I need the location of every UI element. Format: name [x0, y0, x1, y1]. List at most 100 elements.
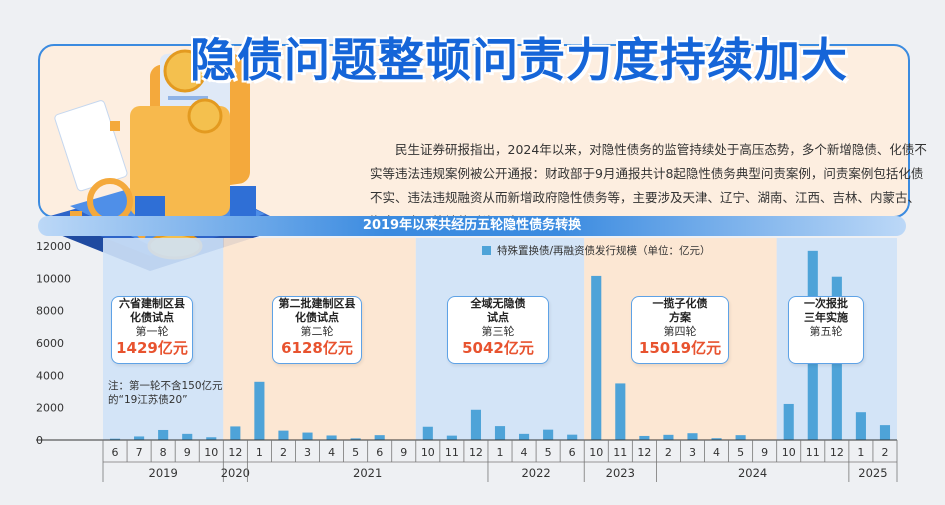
bar — [422, 426, 433, 440]
bar — [470, 409, 481, 440]
round-card-4: 一揽子化债 方案 第四轮 15019亿元 — [631, 296, 729, 364]
bar — [278, 430, 289, 440]
bar — [735, 435, 746, 440]
round-card-round: 第二轮 — [300, 325, 334, 338]
x-tick-label: 6 — [112, 446, 119, 459]
bar — [230, 426, 241, 440]
y-tick-label: 10000 — [36, 272, 71, 285]
y-tick-label: 2000 — [36, 402, 64, 415]
x-tick-label: 12 — [228, 446, 242, 459]
year-label: 2021 — [353, 466, 382, 480]
round-card-title: 一揽子化债 方案 — [652, 297, 708, 324]
bar — [158, 429, 169, 440]
bar — [254, 381, 265, 440]
x-tick-label: 5 — [737, 446, 744, 459]
bar — [639, 435, 650, 440]
round-card-title: 全域无隐债 试点 — [470, 297, 526, 324]
x-tick-label: 6 — [569, 446, 576, 459]
round-card-round: 第四轮 — [663, 325, 697, 338]
year-label: 2024 — [738, 466, 767, 480]
round-card-title: 六省建制区县 化债试点 — [119, 297, 185, 324]
x-tick-label: 10 — [782, 446, 796, 459]
bar — [519, 433, 530, 440]
x-tick-label: 5 — [545, 446, 552, 459]
bar — [326, 435, 337, 440]
round-card-amount: 1429亿元 — [116, 339, 188, 357]
x-tick-label: 3 — [689, 446, 696, 459]
bar — [446, 435, 457, 440]
chart-title: 2019年以来共经历五轮隐性债务转换 — [362, 218, 582, 233]
bar — [543, 429, 554, 440]
year-label: 2019 — [149, 466, 178, 480]
x-tick-label: 4 — [328, 446, 335, 459]
bar — [663, 434, 674, 440]
round-card-title: 一次报批 三年实施 — [804, 297, 848, 324]
round-card-round: 第五轮 — [809, 325, 843, 338]
round-card-title: 第二批建制区县 化债试点 — [278, 297, 356, 324]
y-tick-label: 8000 — [36, 305, 64, 318]
year-label: 2023 — [606, 466, 635, 480]
legend: 特殊置换债/再融资债发行规模（单位：亿元） — [482, 243, 711, 258]
x-tick-label: 4 — [521, 446, 528, 459]
bar — [879, 425, 891, 440]
x-tick-label: 12 — [830, 446, 844, 459]
x-tick-label: 6 — [376, 446, 383, 459]
page-title: 隐债问题整顿问责力度持续加大 — [190, 33, 848, 87]
legend-swatch — [482, 246, 491, 255]
x-tick-label: 11 — [613, 446, 627, 459]
x-tick-label: 9 — [184, 446, 191, 459]
x-tick-label: 1 — [497, 446, 504, 459]
y-tick-label: 4000 — [36, 369, 64, 382]
year-label: 2025 — [858, 466, 887, 480]
x-tick-label: 11 — [445, 446, 459, 459]
x-tick-label: 2 — [881, 446, 888, 459]
x-tick-label: 12 — [469, 446, 483, 459]
round-card-3: 全域无隐债 试点 第三轮 5042亿元 — [447, 296, 549, 364]
legend-label: 特殊置换债/再融资债发行规模（单位：亿元） — [497, 245, 711, 257]
bar — [134, 436, 145, 440]
x-tick-label: 2 — [665, 446, 672, 459]
bar — [182, 433, 193, 440]
x-tick-label: 4 — [713, 446, 720, 459]
x-tick-label: 8 — [160, 446, 167, 459]
x-tick-label: 12 — [637, 446, 651, 459]
bar — [302, 432, 313, 440]
year-label: 2022 — [521, 466, 550, 480]
bar — [687, 433, 698, 440]
x-tick-label: 10 — [204, 446, 218, 459]
x-tick-label: 9 — [400, 446, 407, 459]
x-tick-label: 1 — [857, 446, 864, 459]
bar — [350, 438, 361, 440]
bar — [855, 412, 866, 440]
bar — [591, 275, 602, 440]
year-label: 2020 — [221, 466, 250, 480]
x-tick-label: 10 — [589, 446, 603, 459]
bar — [615, 383, 626, 440]
bar — [711, 438, 722, 440]
footnote: 注：第一轮不含150亿元的“19江苏债20” — [108, 380, 223, 406]
x-tick-label: 1 — [256, 446, 263, 459]
x-tick-label: 5 — [352, 446, 359, 459]
bar — [783, 403, 794, 440]
round-card-1: 六省建制区县 化债试点 第一轮 1429亿元 — [111, 296, 193, 364]
bar — [374, 435, 385, 440]
bar — [567, 434, 578, 440]
round-card-amount: 5042亿元 — [462, 339, 534, 357]
y-tick-label: 12000 — [36, 240, 71, 253]
round-card-5: 一次报批 三年实施 第五轮 — [788, 296, 864, 364]
x-tick-label: 2 — [280, 446, 287, 459]
round-card-amount: 15019亿元 — [638, 339, 722, 357]
chart-title-banner: 2019年以来共经历五轮隐性债务转换 — [38, 216, 906, 236]
round-card-2: 第二批建制区县 化债试点 第二轮 6128亿元 — [272, 296, 362, 364]
round-card-round: 第三轮 — [481, 325, 515, 338]
round-card-round: 第一轮 — [135, 325, 169, 338]
x-tick-label: 11 — [806, 446, 820, 459]
bar — [494, 426, 506, 440]
x-tick-label: 7 — [136, 446, 143, 459]
x-tick-label: 10 — [421, 446, 435, 459]
x-tick-label: 9 — [761, 446, 768, 459]
y-tick-label: 6000 — [36, 337, 64, 350]
bar — [206, 437, 217, 440]
x-tick-label: 3 — [304, 446, 311, 459]
